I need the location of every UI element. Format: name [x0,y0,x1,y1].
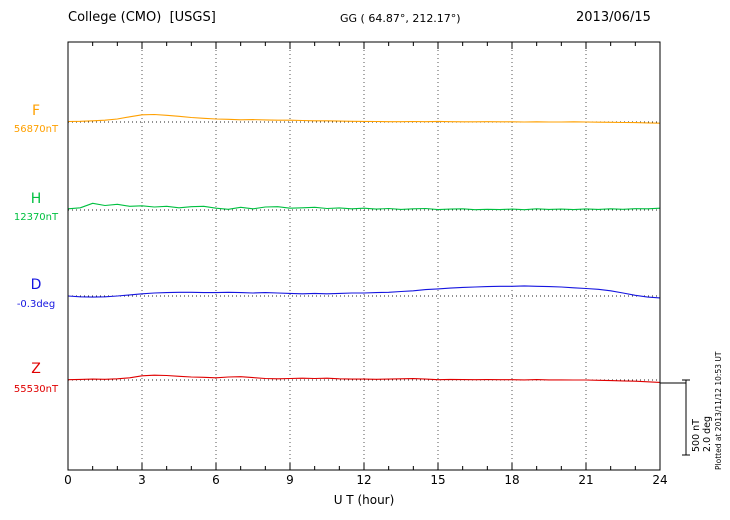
channel-D-baseline-value: -0.3deg [16,299,56,310]
channel-Z-baseline-value: 55530nT [13,384,59,395]
channel-H-label: H [30,191,42,207]
channel-F-label: F [31,103,41,119]
plot-date: 2013/06/15 [576,10,651,25]
x-tick-label: 18 [504,473,520,487]
trace-H [67,202,661,211]
channel-D-label: D [30,277,42,293]
x-tick-label: 6 [212,473,220,487]
x-tick-label: 0 [64,473,72,487]
station-title: College (CMO) [USGS] [68,10,216,25]
x-tick-label: 9 [286,473,294,487]
geo-coordinates: GG ( 64.87°, 212.17°) [340,12,461,25]
x-tick-label: 24 [652,473,668,487]
channel-H-baseline-value: 12370nT [13,212,59,223]
x-tick-label: 3 [138,473,146,487]
x-axis-label: U T (hour) [333,493,395,507]
x-tick-label: 12 [356,473,372,487]
plotted-timestamp: Plotted at 2013/11/12 10:53 UT [714,351,723,470]
scale-bar-deg-label: 2.0 deg [702,415,713,452]
scale-bar-nt-label: 500 nT [691,419,702,452]
trace-Z [67,374,661,383]
x-tick-label: 21 [578,473,594,487]
channel-Z-label: Z [31,361,41,377]
channel-F-baseline-value: 56870nT [13,124,59,135]
trace-F [67,113,661,124]
plot-frame [67,41,661,471]
x-tick-label: 15 [430,473,446,487]
trace-D [67,285,661,299]
